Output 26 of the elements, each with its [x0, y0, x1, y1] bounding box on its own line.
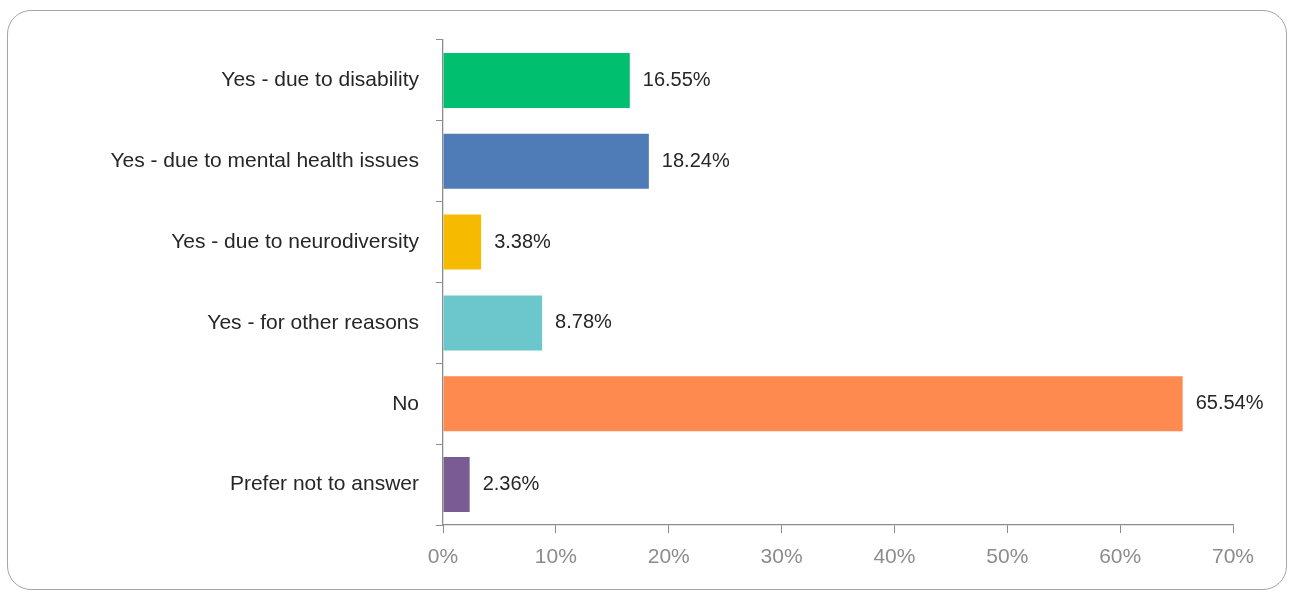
data-label: 3.38%: [494, 229, 552, 252]
y-tick-label: Yes - due to disability: [221, 67, 420, 91]
y-tick-label: No: [392, 390, 419, 414]
y-tick-label: Prefer not to answer: [229, 471, 420, 495]
x-tick-label: 20%: [647, 544, 690, 568]
data-label: 18.24%: [661, 148, 730, 171]
bar: [443, 133, 649, 189]
y-tick-label: Yes - for other reasons: [207, 309, 419, 333]
data-label: 65.54%: [1195, 391, 1264, 414]
x-tick-label: 30%: [760, 544, 803, 568]
bar: [443, 214, 482, 270]
x-tick-label: 10%: [534, 544, 577, 568]
data-label: 2.36%: [482, 472, 540, 495]
data-label: 16.55%: [642, 67, 711, 90]
bar: [443, 295, 543, 351]
data-label: 8.78%: [555, 310, 613, 333]
bar: [443, 376, 1183, 432]
x-tick-label: 50%: [986, 544, 1029, 568]
x-tick-label: 0%: [427, 544, 459, 568]
bar: [443, 52, 630, 108]
x-tick-label: 60%: [1099, 544, 1142, 568]
bar: [443, 457, 470, 513]
x-tick-label: 40%: [873, 544, 916, 568]
y-tick-label: Yes - due to mental health issues: [110, 148, 419, 172]
y-tick-label: Yes - due to neurodiversity: [171, 228, 420, 252]
x-tick-label: 70%: [1211, 544, 1255, 568]
